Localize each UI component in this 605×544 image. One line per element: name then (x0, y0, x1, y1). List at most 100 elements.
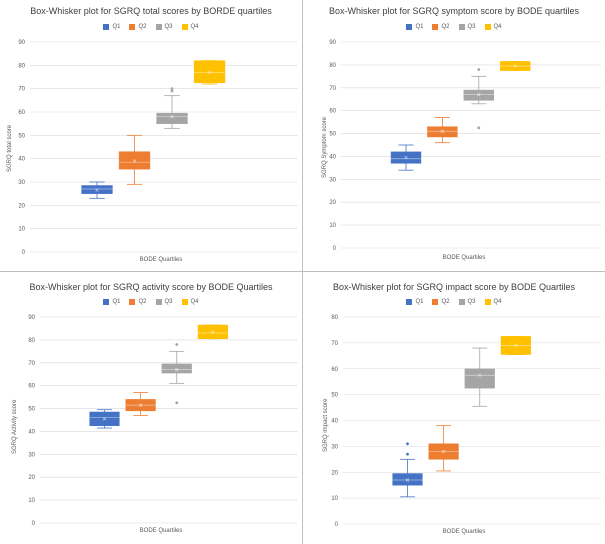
y-tick-label: 10 (331, 496, 338, 502)
outlier-q3 (477, 68, 481, 71)
box-q2 (118, 151, 151, 170)
legend-swatch-q2 (129, 24, 136, 30)
legend-item-q1: Q1 (406, 24, 423, 30)
outlier-q1 (406, 442, 409, 446)
legend-label-q1: Q1 (112, 24, 121, 30)
box-q4 (193, 60, 226, 84)
box-q3 (463, 89, 495, 101)
plot-area: 0 10 20 30 40 50 60 70 80 90 (329, 40, 601, 252)
y-tick-label: 60 (331, 367, 338, 373)
legend-item-q2: Q2 (129, 24, 147, 30)
y-tick-label: 60 (28, 384, 35, 390)
outlier-q3 (175, 401, 179, 405)
mean-marker-q3 (175, 367, 179, 372)
chart-legend: Q1 Q2 Q3 Q4 (0, 299, 302, 305)
legend-label-q3: Q3 (164, 24, 173, 30)
legend-label-q4: Q4 (190, 299, 199, 305)
box-q2 (427, 126, 458, 138)
legend-item-q1: Q1 (103, 24, 120, 30)
legend-swatch-q1 (103, 24, 110, 30)
y-tick-label: 20 (28, 475, 35, 481)
box-q3 (464, 368, 495, 389)
y-tick-label: 90 (329, 40, 336, 46)
chart-legend: Q1 Q2 Q3 Q4 (0, 24, 302, 30)
legend-label-q2: Q2 (441, 299, 450, 305)
chart-panel-total: Box-Whisker plot for SGRQ total scores b… (0, 0, 302, 272)
chart-title: Box-Whisker plot for SGRQ total scores b… (30, 6, 272, 16)
legend-item-q2: Q2 (129, 299, 147, 305)
mean-marker-q1 (102, 417, 107, 421)
legend-item-q4: Q4 (181, 299, 199, 305)
y-tick-label: 60 (329, 109, 336, 115)
chart-panel-symptom: Box-Whisker plot for SGRQ symptom score … (303, 0, 605, 272)
outlier-q1 (406, 452, 409, 456)
outlier-q3 (175, 343, 179, 346)
x-axis-label: BODE Quartiles (139, 528, 183, 534)
mean-marker-q1 (95, 188, 99, 192)
box-q3 (156, 112, 188, 124)
legend-swatch-q2 (129, 299, 136, 305)
mean-marker-q4 (513, 64, 517, 68)
legend-label-q3: Q3 (164, 299, 173, 305)
x-axis-label: BODE Quartiles (442, 255, 486, 261)
legend-swatch-q3 (458, 299, 465, 305)
x-axis-label: BODE Quartiles (139, 257, 183, 263)
y-tick-label: 20 (331, 470, 338, 476)
y-tick-label: 0 (335, 522, 339, 528)
legend-label-q2: Q2 (138, 24, 147, 30)
legend-item-q4: Q4 (484, 299, 502, 305)
y-axis-label: SGRQ total score (7, 124, 13, 172)
y-tick-label: 90 (28, 315, 35, 321)
mean-marker-q2 (441, 449, 446, 454)
box-q3 (161, 363, 192, 374)
legend-swatch-q4 (484, 299, 491, 305)
y-tick-label: 80 (18, 63, 25, 69)
legend-swatch-q3 (155, 299, 162, 305)
legend-swatch-q3 (155, 24, 162, 30)
y-tick-label: 30 (329, 177, 336, 183)
legend-label-q1: Q1 (415, 24, 424, 30)
mean-marker-q4 (514, 343, 518, 348)
legend-item-q3: Q3 (458, 24, 476, 30)
y-tick-label: 10 (28, 498, 35, 504)
chart-title: Box-Whisker plot for SGRQ impact score b… (332, 282, 576, 292)
mean-marker-q3 (478, 373, 482, 377)
chart-title: Box-Whisker plot for SGRQ activity score… (29, 282, 273, 292)
mean-marker-q3 (477, 92, 481, 97)
y-tick-label: 50 (329, 132, 336, 138)
legend-swatch-q1 (406, 24, 413, 30)
legend-swatch-q4 (484, 24, 491, 30)
y-tick-label: 10 (18, 227, 25, 233)
y-tick-label: 70 (329, 86, 336, 92)
y-tick-label: 90 (18, 40, 25, 46)
y-axis-label: SGRQ impact score (323, 398, 329, 452)
y-tick-label: 50 (331, 393, 338, 399)
y-tick-label: 30 (331, 444, 338, 450)
legend-item-q3: Q3 (155, 299, 173, 305)
mean-marker-q2 (132, 159, 137, 163)
y-tick-label: 10 (329, 223, 336, 229)
outlier-q3 (170, 89, 174, 93)
mean-marker-q4 (211, 330, 215, 334)
x-axis-label: BODE Quartiles (442, 529, 486, 535)
legend-swatch-q3 (458, 24, 465, 30)
y-tick-label: 30 (28, 452, 35, 458)
outlier-q3 (477, 126, 481, 130)
chart-panel-impact: Box-Whisker plot for SGRQ impact score b… (303, 272, 605, 544)
y-tick-label: 40 (329, 154, 336, 160)
legend-swatch-q4 (181, 24, 188, 30)
legend-item-q1: Q1 (103, 299, 120, 305)
y-tick-label: 0 (333, 246, 337, 252)
mean-marker-q3 (170, 114, 174, 119)
legend-label-q4: Q4 (493, 24, 502, 30)
y-tick-label: 40 (28, 429, 35, 435)
plot-area: 0 10 20 30 40 50 60 70 80 90 (18, 40, 298, 256)
plot-area: 0 10 20 30 40 50 60 70 80 90 (28, 315, 298, 527)
legend-item-q2: Q2 (432, 299, 450, 305)
legend-swatch-q1 (406, 299, 413, 305)
y-axis-label: SGRQ Symptom score (322, 116, 328, 178)
legend-item-q1: Q1 (406, 299, 423, 305)
y-tick-label: 30 (18, 180, 25, 186)
mean-marker-q4 (207, 70, 212, 75)
legend-label-q4: Q4 (493, 299, 502, 305)
